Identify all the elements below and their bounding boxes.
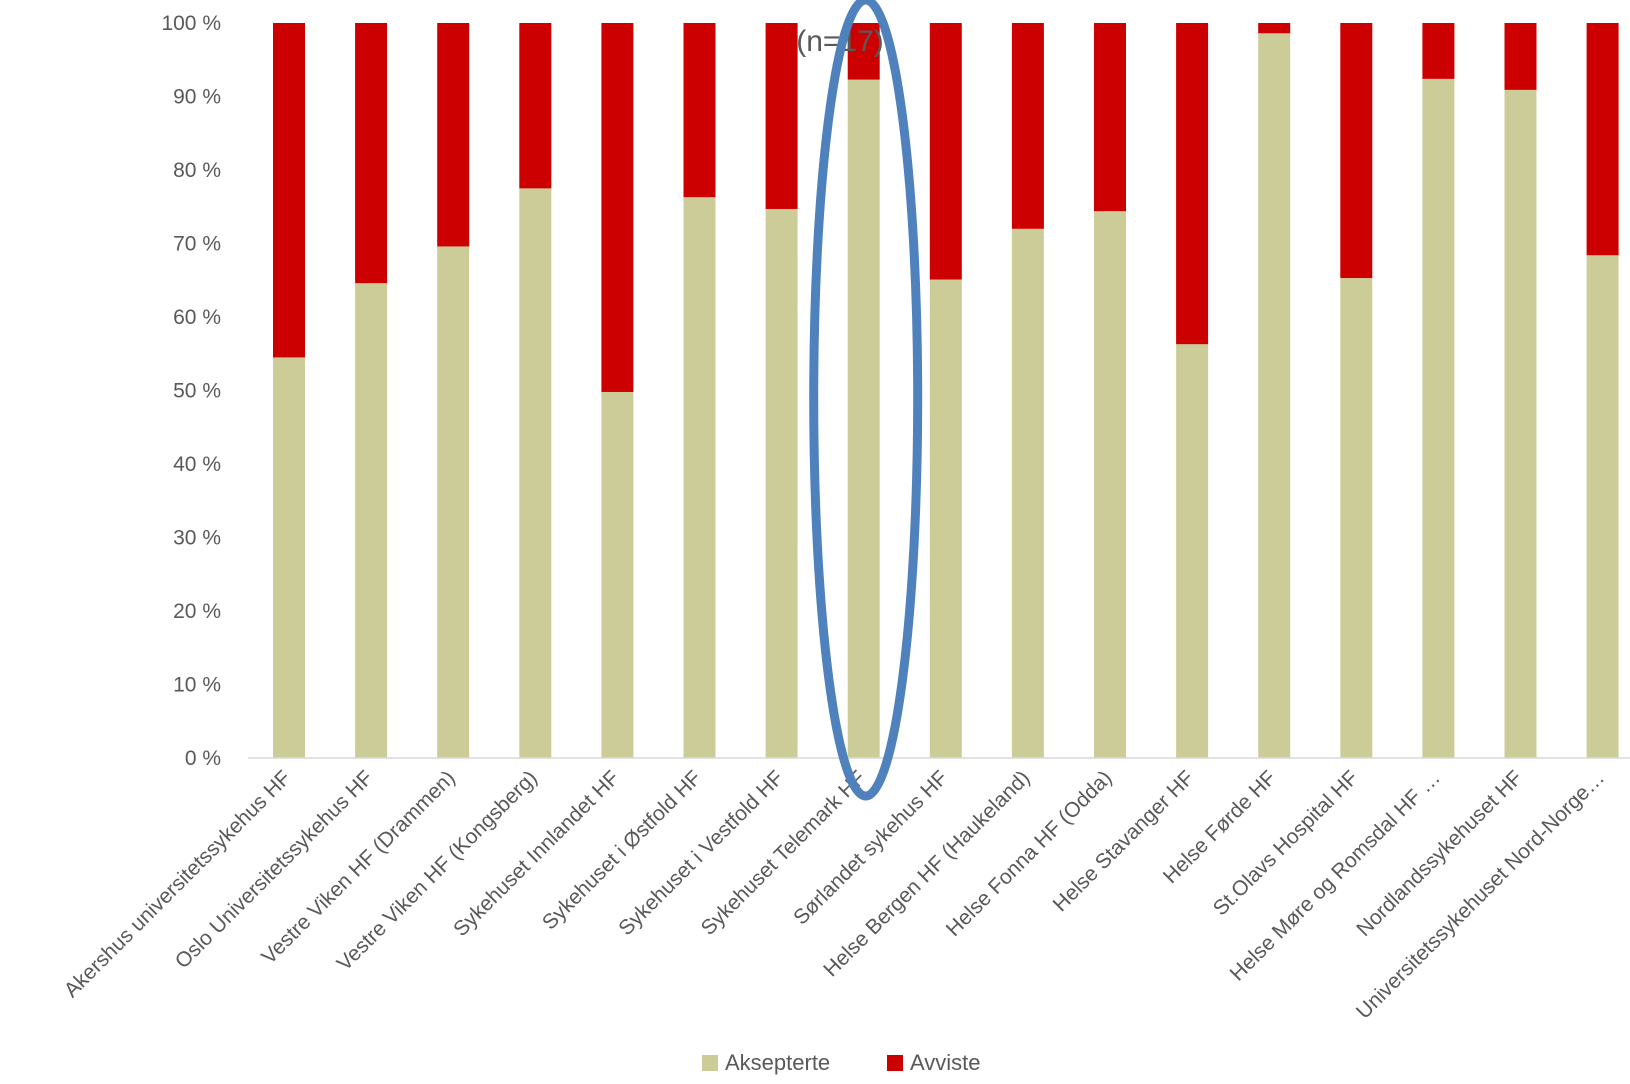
x-tick-label: Sykehuset Telemark HF: [697, 766, 871, 940]
bar-avviste: [1504, 23, 1537, 90]
y-tick-label: 70 %: [173, 233, 221, 256]
y-tick-label: 20 %: [173, 600, 221, 623]
bar-avviste: [1422, 23, 1455, 79]
bar-avviste: [437, 23, 470, 247]
highlight-group: [809, 0, 923, 801]
x-tick-label: Sykehuset i Østfold HF: [538, 766, 706, 934]
legend-swatch-avviste: [887, 1055, 903, 1071]
x-tick-label: Sykehuset Innlandet HF: [449, 766, 624, 941]
bar-aksepterte: [1340, 278, 1373, 758]
legend-label-aksepterte: Aksepterte: [725, 1050, 830, 1075]
y-tick-label: 90 %: [173, 86, 221, 109]
bar-avviste: [683, 23, 716, 198]
bar-aksepterte: [1586, 255, 1619, 758]
bar-aksepterte: [1176, 344, 1209, 758]
bar-aksepterte: [437, 246, 470, 758]
y-tick-label: 100 %: [161, 12, 221, 35]
bar-avviste: [1094, 23, 1126, 212]
y-tick-label: 30 %: [173, 527, 221, 550]
y-tick-label: 10 %: [173, 674, 221, 697]
bar-aksepterte: [765, 208, 798, 758]
y-tick-label: 40 %: [173, 453, 221, 476]
bar-avviste: [1011, 23, 1044, 229]
x-tick-label: Sykehuset i Vestfold HF: [614, 766, 788, 940]
bar-aksepterte: [847, 79, 880, 759]
y-tick-label: 0 %: [185, 747, 221, 770]
bar-aksepterte: [929, 279, 962, 758]
y-axis-ticks: 0 % 10 % 20 % 30 % 40 % 50 % 60 % 70 % 80 % 90 % 1…: [161, 12, 221, 770]
bar-aksepterte: [1258, 33, 1291, 759]
legend: Aksepterte Avviste: [702, 1050, 981, 1075]
bar-avviste: [929, 23, 962, 280]
bar-aksepterte: [1504, 89, 1537, 758]
bars-group: [273, 23, 1619, 759]
bar-avviste: [1340, 23, 1373, 279]
x-tick-label: St.Olavs Hospital HF: [1209, 766, 1363, 920]
bar-aksepterte: [519, 188, 552, 758]
x-tick-label: Helse Stavanger HF: [1049, 766, 1199, 916]
bar-avviste: [601, 23, 634, 392]
x-tick-label: Nordlandssykehuset HF: [1352, 766, 1527, 941]
y-tick-label: 80 %: [173, 159, 221, 182]
highlight-ellipse: [809, 0, 923, 801]
bar-avviste: [1176, 23, 1209, 345]
bar-avviste: [847, 23, 880, 80]
y-tick-label: 60 %: [173, 306, 221, 329]
bar-aksepterte: [1011, 228, 1044, 759]
x-tick-label: Helse Fonna HF (Odda): [942, 766, 1117, 941]
bar-avviste: [355, 23, 388, 284]
bar-avviste: [1586, 23, 1619, 256]
bar-aksepterte: [355, 283, 388, 758]
bar-avviste: [765, 23, 798, 209]
bar-avviste: [1258, 23, 1291, 34]
bar-aksepterte: [1094, 211, 1126, 758]
legend-label-avviste: Avviste: [910, 1050, 981, 1075]
legend-swatch-aksepterte: [702, 1055, 718, 1071]
bar-aksepterte: [601, 391, 634, 758]
y-tick-label: 50 %: [173, 380, 221, 403]
bar-avviste: [273, 23, 305, 358]
bar-aksepterte: [1422, 78, 1455, 759]
bar-avviste: [519, 23, 552, 189]
bar-aksepterte: [273, 357, 305, 758]
bar-aksepterte: [683, 197, 716, 758]
